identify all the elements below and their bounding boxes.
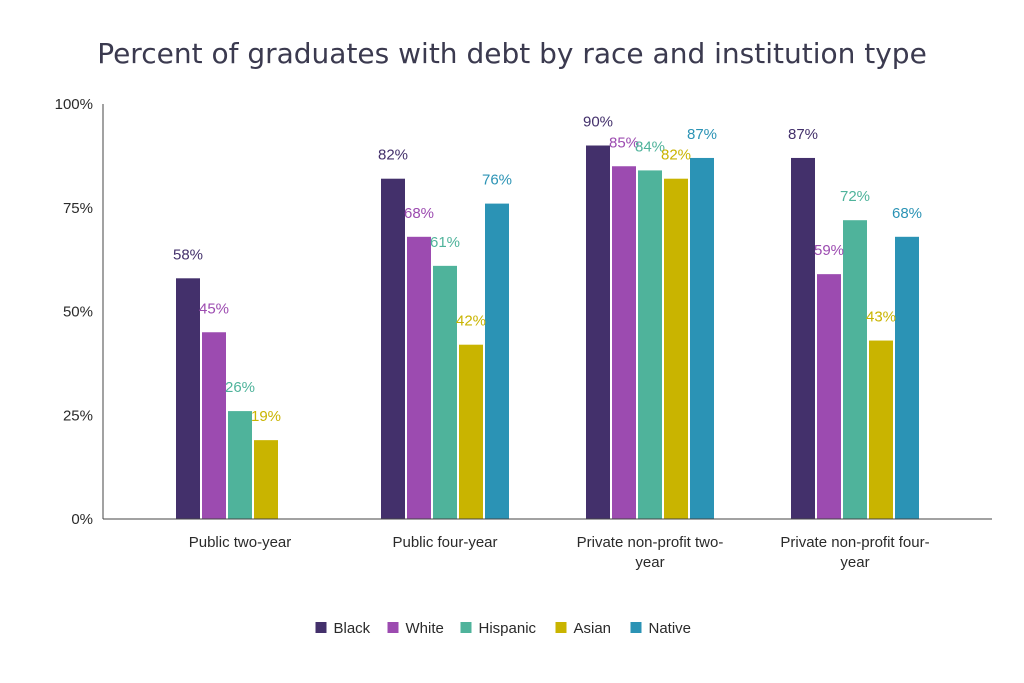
- bar-hispanic: [433, 265, 457, 519]
- data-label-hispanic: 72%: [840, 188, 870, 205]
- legend-label: White: [406, 620, 444, 637]
- bar-black: [381, 178, 405, 519]
- legend-swatch: [387, 622, 399, 633]
- bar-hispanic: [638, 170, 662, 519]
- bar-asian: [869, 340, 893, 519]
- legend: Black White Hispanic Asian Native: [315, 620, 692, 637]
- data-label-asian: 42%: [456, 313, 486, 330]
- legend-item-black: Black: [315, 620, 371, 637]
- data-label-white: 68%: [404, 205, 434, 222]
- data-labels: 58%45%26%19%82%68%61%42%76%90%85%84%82%8…: [173, 114, 922, 426]
- legend-label: Native: [649, 620, 692, 637]
- data-label-black: 90%: [583, 114, 613, 131]
- bar-asian: [459, 344, 483, 519]
- data-label-native: 68%: [892, 205, 922, 222]
- bar-native: [485, 203, 509, 519]
- bar-hispanic: [843, 220, 867, 519]
- data-label-white: 59%: [814, 242, 844, 259]
- x-tick-label-line: Private non-profit four-: [780, 534, 929, 551]
- y-axis: 0% 25% 50% 75% 100%: [55, 96, 104, 528]
- bar-hispanic: [228, 411, 252, 519]
- legend-item-hispanic: Hispanic: [460, 620, 537, 637]
- bar-black: [586, 145, 610, 519]
- bar-white: [817, 274, 841, 519]
- x-tick-label-line: Public four-year: [392, 534, 497, 551]
- legend-label: Hispanic: [479, 620, 537, 637]
- bar-white: [407, 236, 431, 520]
- legend-swatch: [315, 622, 327, 633]
- legend-item-asian: Asian: [555, 620, 612, 637]
- x-tick-label-line: Private non-profit two-: [577, 534, 724, 551]
- y-tick-label: 100%: [55, 96, 93, 113]
- y-tick-label: 25%: [63, 407, 93, 424]
- data-label-black: 58%: [173, 246, 203, 263]
- data-label-white: 85%: [609, 134, 639, 151]
- bar-white: [612, 166, 636, 519]
- data-label-hispanic: 61%: [430, 234, 460, 251]
- data-label-asian: 43%: [866, 309, 896, 326]
- chart-title: Percent of graduates with debt by race a…: [97, 37, 927, 70]
- data-label-native: 76%: [482, 172, 512, 189]
- bar-native: [895, 236, 919, 520]
- bar-asian: [664, 178, 688, 519]
- bar-native: [690, 157, 714, 519]
- x-tick-label-line: year: [635, 554, 664, 571]
- x-tick-label: Public two-year: [189, 534, 292, 551]
- x-tick-label-line: year: [840, 554, 869, 571]
- bar-black: [791, 157, 815, 519]
- data-label-white: 45%: [199, 300, 229, 317]
- data-label-asian: 82%: [661, 147, 691, 164]
- bars: [176, 145, 919, 520]
- y-tick-label: 0%: [71, 511, 93, 528]
- data-label-hispanic: 84%: [635, 138, 665, 155]
- data-label-asian: 19%: [251, 408, 281, 425]
- legend-swatch: [460, 622, 472, 633]
- bar-white: [202, 332, 226, 519]
- legend-item-white: White: [387, 620, 444, 637]
- data-label-black: 82%: [378, 147, 408, 164]
- x-tick-label: Public four-year: [392, 534, 497, 551]
- y-tick-label: 75%: [63, 200, 93, 217]
- x-axis: Public two-year Public four-year Private n…: [103, 518, 992, 571]
- legend-label: Black: [334, 620, 371, 637]
- data-label-native: 87%: [687, 126, 717, 143]
- data-label-black: 87%: [788, 126, 818, 143]
- x-tick-label-line: Public two-year: [189, 534, 292, 551]
- x-tick-label: Private non-profit four-year: [780, 534, 929, 571]
- legend-item-native: Native: [630, 620, 692, 637]
- x-tick-label: Private non-profit two-year: [577, 534, 724, 571]
- bar-black: [176, 278, 200, 519]
- legend-label: Asian: [574, 620, 612, 637]
- y-tick-label: 50%: [63, 304, 93, 321]
- legend-swatch: [555, 622, 567, 633]
- legend-swatch: [630, 622, 642, 633]
- bar-asian: [254, 440, 278, 519]
- data-label-hispanic: 26%: [225, 379, 255, 396]
